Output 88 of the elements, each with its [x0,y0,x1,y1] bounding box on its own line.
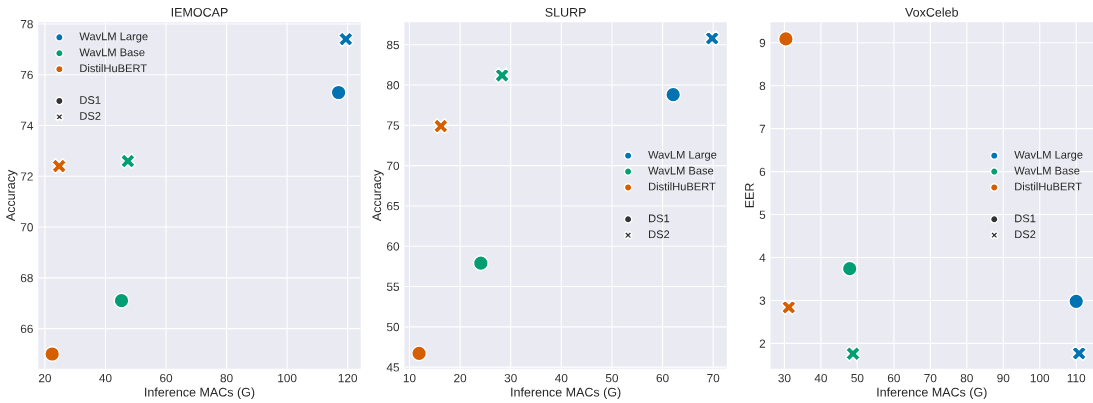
y-axis-title: Accuracy [372,169,384,222]
x-tick-label: 100 [278,373,297,383]
legend-label: DS2 [649,230,670,239]
y-axis-title: Accuracy [6,169,18,222]
y-tick-label: 3 [759,296,766,305]
x-tick-label: 40 [555,373,568,383]
x-axis-title: Inference MACs (G) [145,387,255,400]
y-tick-label: 68 [20,273,33,283]
x-axis-title: Inference MACs (G) [877,387,987,400]
legend-label: WavLM Base [79,48,145,57]
y-tick-label: 70 [20,223,33,232]
point [337,31,354,48]
y-tick-label: 74 [20,121,34,130]
y-tick-label: 5 [759,210,766,219]
legend-label: WavLM Base [648,166,714,175]
y-tick-label: 55 [386,282,400,291]
y-tick-label: 2 [759,339,766,348]
point [411,345,428,362]
point [780,299,797,316]
y-tick-label: 85 [386,40,400,50]
chart-title: IEMOCAP [171,7,228,17]
y-tick-label: 76 [20,70,33,80]
legend-label: WavLM Large [648,150,717,161]
legend-label: DS1 [1015,214,1036,223]
x-tick-label: 80 [960,373,973,383]
x-tick-label: 60 [160,373,173,383]
x-tick-label: 70 [924,373,937,383]
point [494,67,511,84]
y-tick-label: 50 [386,322,400,332]
y-tick-label: 9 [759,38,766,48]
chart-title: VoxCeleb [905,7,959,17]
legend-label: DistilHuBERT [1015,182,1082,191]
point [1071,345,1088,362]
x-tick-label: 30 [504,373,517,383]
x-tick-label: 90 [997,373,1010,383]
y-axis-title: EER [745,183,754,208]
legend-label: WavLM Large [79,32,148,43]
x-tick-label: 120 [338,373,358,383]
x-tick-label: 50 [605,373,619,383]
point [113,292,130,309]
point [841,260,858,277]
point [472,255,489,272]
x-tick-label: 60 [656,373,669,383]
x-tick-label: 70 [707,373,720,383]
x-tick-label: 10 [403,373,416,383]
y-tick-label: 45 [386,363,400,372]
point [44,346,61,362]
legend-label: DS1 [80,96,101,104]
x-tick-label: 80 [220,373,233,383]
x-tick-label: 50 [851,373,864,383]
x-tick-label: 40 [99,373,112,383]
x-tick-label: 100 [1030,373,1050,383]
y-tick-label: 7 [759,124,766,133]
y-tick-label: 6 [759,167,766,177]
y-tick-label: 8 [759,81,766,91]
y-tick-label: 65 [387,201,400,211]
y-tick-label: 66 [20,324,33,334]
point [704,30,721,47]
point [1068,293,1085,310]
y-tick-label: 78 [20,19,33,29]
point [665,86,682,103]
x-tick-label: 40 [814,373,827,383]
x-tick-label: 110 [1067,373,1086,383]
point [330,84,347,101]
legend-label: DS2 [80,112,101,120]
x-tick-label: 20 [38,373,52,383]
legend-label: DistilHuBERT [80,63,147,73]
y-tick-label: 4 [759,253,766,262]
point [119,153,136,170]
y-tick-label: 75 [387,121,400,130]
legend-label: WavLM Base [1014,166,1080,175]
y-tick-label: 72 [20,172,33,181]
point [51,158,68,175]
y-tick-label: 70 [387,161,400,171]
legend-label: WavLM Large [1014,150,1083,161]
point [845,345,861,362]
chart-title: SLURP [545,7,586,17]
y-tick-label: 60 [387,242,400,251]
x-tick-label: 60 [887,373,900,383]
legend-label: DistilHuBERT [649,182,716,191]
legend-label: DS1 [649,214,670,223]
x-axis-title: Inference MACs (G) [511,387,621,400]
point [777,30,794,47]
y-tick-label: 80 [386,81,400,90]
point [432,118,449,135]
x-tick-label: 30 [778,373,791,383]
x-tick-label: 20 [454,373,467,383]
legend-label: DS2 [1015,230,1036,239]
